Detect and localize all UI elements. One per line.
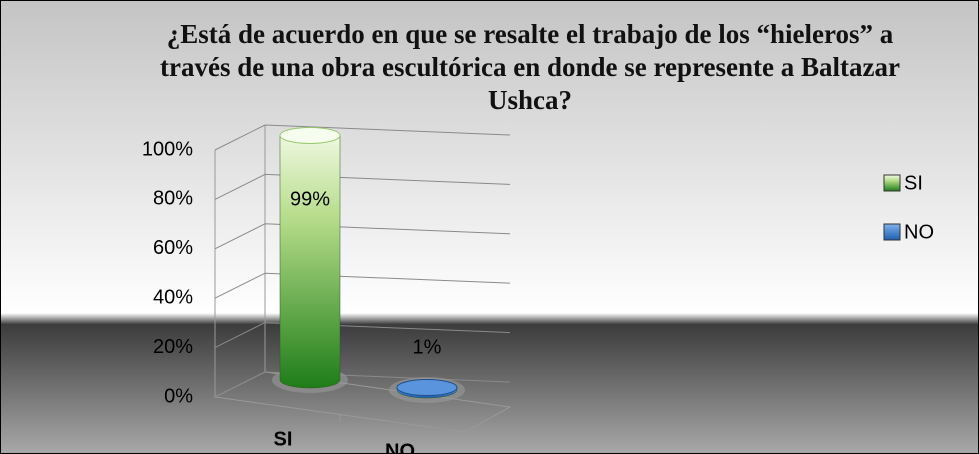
grid-line xyxy=(214,322,511,349)
y-tick-label: 40% xyxy=(153,286,193,308)
x-tick-label: NO xyxy=(385,440,415,454)
value-label: 99% xyxy=(290,188,330,210)
y-tick-label: 60% xyxy=(153,237,193,259)
legend-label: SI xyxy=(904,172,923,194)
y-tick-label: 100% xyxy=(142,138,193,160)
x-tick-label: SI xyxy=(274,428,293,450)
y-tick-label: 0% xyxy=(164,385,193,407)
bar-top xyxy=(279,126,341,144)
bar-top xyxy=(396,379,458,397)
bar xyxy=(279,127,341,389)
y-tick-label: 20% xyxy=(153,336,193,358)
chart-title: ¿Está de acuerdo en que se resalte el tr… xyxy=(160,19,900,115)
grid-line xyxy=(214,272,511,299)
legend-label: NO xyxy=(904,221,934,243)
grid-line xyxy=(214,124,511,151)
legend-swatch xyxy=(883,223,901,241)
value-label: 1% xyxy=(413,336,442,358)
grid-line xyxy=(214,223,511,250)
y-tick-label: 80% xyxy=(153,188,193,210)
legend-swatch xyxy=(883,174,901,192)
grid-line xyxy=(214,173,511,200)
